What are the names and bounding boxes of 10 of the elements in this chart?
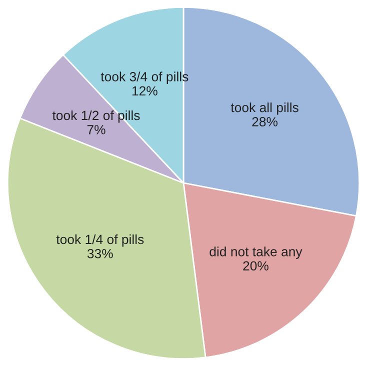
data-label: 28% (252, 117, 278, 126)
data-label: 33% (87, 248, 113, 258)
data-label: 20% (243, 261, 268, 271)
data-label: 12% (132, 86, 158, 96)
slice-label: took 1/4 of pills (56, 234, 144, 247)
slice-label: did not take any (210, 246, 302, 259)
slice-label: took all pills (230, 102, 298, 115)
slice-label: took 1/2 of pills (52, 110, 140, 123)
slice-label: took 3/4 of pills (100, 72, 188, 84)
data-label: 7% (87, 125, 106, 134)
